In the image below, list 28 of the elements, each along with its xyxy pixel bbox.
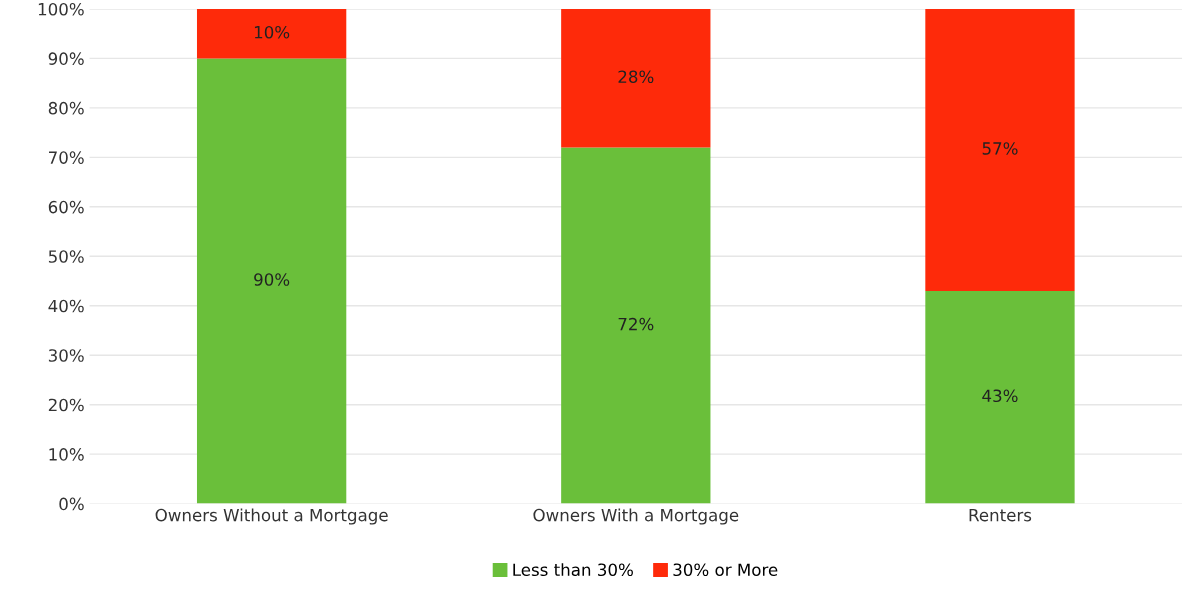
data-label: 72% [618, 317, 654, 331]
x-tick-label: Renters [969, 508, 1032, 522]
data-label: 28% [618, 70, 654, 84]
y-tick-label: 90% [48, 52, 84, 65]
data-label: 57% [982, 142, 1018, 155]
y-tick-label: 100% [38, 2, 84, 16]
y-tick-label: 50% [48, 250, 84, 263]
legend-label: 30% or More [673, 563, 778, 577]
y-tick-label: 40% [48, 299, 84, 313]
bar [561, 8, 711, 148]
bar [925, 290, 1075, 504]
data-label: 43% [982, 389, 1018, 403]
data-label: 10% [254, 25, 290, 39]
y-tick-label: 80% [48, 101, 84, 115]
y-tick-label: 0% [59, 497, 84, 511]
bar [925, 8, 1075, 291]
y-tick-label: 30% [48, 349, 84, 362]
bar [196, 58, 347, 504]
bar [561, 147, 711, 504]
x-tick-label: Owners With a Mortgage [533, 508, 739, 525]
y-tick-label: 60% [48, 200, 84, 214]
legend-label: Less than 30% [513, 563, 633, 577]
bar [196, 8, 347, 59]
x-tick-label: Owners Without a Mortgage [155, 508, 388, 525]
y-tick-label: 10% [49, 448, 84, 461]
data-label: 90% [254, 273, 290, 286]
y-tick-label: 20% [48, 398, 84, 412]
y-tick-label: 70% [49, 151, 84, 164]
